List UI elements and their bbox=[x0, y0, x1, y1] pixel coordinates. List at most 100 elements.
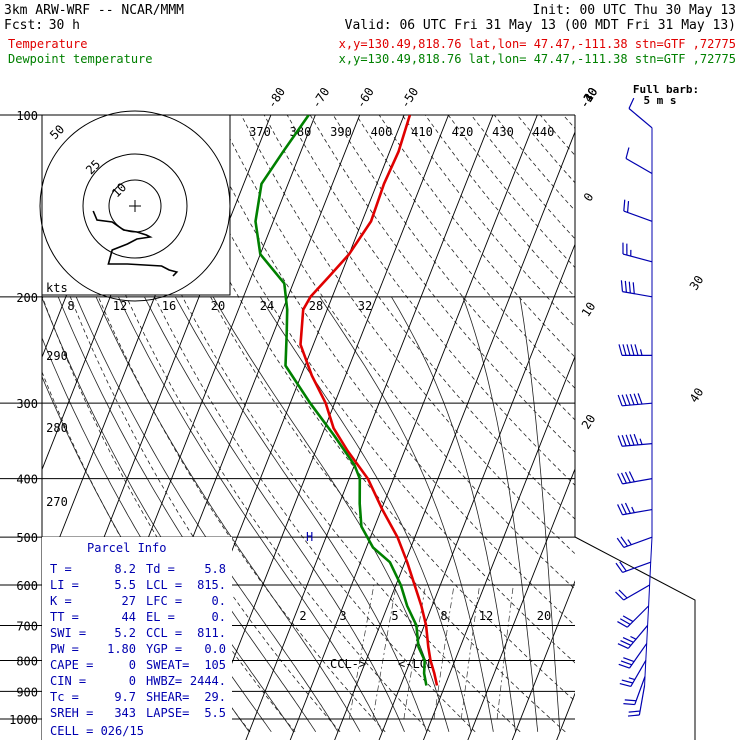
mixing-ratio-label: 12 bbox=[479, 609, 493, 623]
wind-barb-full bbox=[617, 394, 623, 407]
wind-barb-full bbox=[619, 561, 627, 572]
dry-adiabat bbox=[609, 115, 740, 732]
wind-barb-full bbox=[623, 657, 635, 663]
isotherm-label: -10 bbox=[577, 85, 601, 111]
parcel-field-value: 0.0 bbox=[204, 642, 226, 656]
isotherm bbox=[511, 580, 575, 740]
pressure-tick-label: 900 bbox=[16, 685, 38, 699]
wind-barb-full bbox=[624, 280, 627, 293]
parcel-field-value: 811. bbox=[197, 626, 226, 640]
hodograph-trace bbox=[92, 210, 179, 277]
wind-barb-staff bbox=[623, 210, 653, 222]
isotherm bbox=[467, 467, 575, 740]
height-marker: H bbox=[306, 530, 313, 544]
parcel-field-value: 2444. bbox=[190, 674, 226, 688]
theta-e-left-label: 290 bbox=[46, 349, 68, 363]
dewpoint-location: x,y=130.49,818.76 lat,lon= 47.47,-111.38… bbox=[339, 52, 736, 66]
hodograph-speed-label: 16 bbox=[162, 299, 176, 313]
theta-e-left-label: 270 bbox=[46, 495, 68, 509]
wind-barb-full bbox=[615, 562, 624, 573]
isotherm-label: -70 bbox=[309, 85, 333, 111]
wind-barb-full bbox=[626, 344, 631, 356]
isotherm bbox=[289, 115, 538, 740]
hodograph-speed-label: 24 bbox=[260, 299, 274, 313]
theta-e-label: 390 bbox=[330, 125, 352, 139]
isotherm bbox=[334, 130, 575, 740]
init-time: Init: 00 UTC Thu 30 May 13 bbox=[533, 3, 737, 18]
dry-adiabat bbox=[56, 115, 431, 733]
plot-right-notch bbox=[574, 536, 696, 740]
wind-barb-half bbox=[639, 438, 643, 445]
parcel-field-value: 29. bbox=[204, 690, 226, 704]
hodograph-units: kts bbox=[46, 281, 68, 295]
parcel-field-label: SREH = bbox=[50, 706, 93, 720]
pressure-tick-label: 600 bbox=[16, 579, 38, 593]
dry-adiabat bbox=[102, 115, 521, 733]
forecast-hours: 30 h bbox=[49, 18, 80, 33]
parcel-field-value: 8.2 bbox=[114, 562, 136, 576]
wind-barb-full bbox=[633, 433, 639, 446]
hodograph-speed-label: 20 bbox=[211, 299, 225, 313]
forecast-label: Fcst: bbox=[4, 18, 43, 33]
dry-adiabat bbox=[79, 115, 476, 733]
wind-barb-full bbox=[627, 714, 640, 717]
wind-barb-staff bbox=[623, 584, 650, 601]
dry-adiabat bbox=[42, 218, 341, 733]
parcel-field-label: Tc = bbox=[50, 690, 79, 704]
parcel-field-value: 105 bbox=[204, 658, 226, 672]
wind-barb-full bbox=[624, 471, 631, 483]
parcel-field-label: SHEAR= bbox=[146, 690, 189, 704]
parcel-field-label: PW = bbox=[50, 642, 79, 656]
wind-barb-staff bbox=[622, 253, 653, 263]
pressure-tick-label: 200 bbox=[16, 291, 38, 305]
wind-barb-full bbox=[620, 660, 632, 666]
hodograph-speed-label: 28 bbox=[309, 299, 323, 313]
wind-barb-staff bbox=[622, 478, 653, 485]
mixing-ratio-label: 2 bbox=[299, 609, 306, 623]
parcel-field-value: 5.2 bbox=[114, 626, 136, 640]
parcel-field-label: HWBZ= bbox=[146, 674, 182, 688]
hodograph-speed-label: 8 bbox=[67, 299, 74, 313]
moist-adiabat bbox=[391, 296, 516, 732]
wind-barb-staff bbox=[622, 291, 653, 298]
wind-barb-full bbox=[632, 282, 635, 294]
wind-barb-staff bbox=[622, 508, 653, 516]
mixing-ratio-label: 20 bbox=[537, 609, 551, 623]
wind-profile-axis bbox=[644, 127, 653, 686]
wind-barb-half bbox=[631, 506, 635, 513]
wind-barb-full bbox=[623, 703, 635, 706]
isotherm-label: 0 bbox=[581, 190, 597, 204]
wind-barb-full bbox=[619, 618, 631, 625]
hodograph-speed-label: 32 bbox=[358, 299, 372, 313]
parcel-field-value: 5.5 bbox=[204, 706, 226, 720]
mixing-ratio-label: 8 bbox=[440, 609, 447, 623]
wind-barb-full bbox=[617, 643, 629, 649]
wind-barb-full bbox=[621, 394, 627, 406]
isotherm bbox=[245, 115, 494, 740]
wind-barb-full bbox=[629, 434, 635, 446]
model-title: 3km ARW-WRF -- NCAR/MMM bbox=[4, 3, 184, 18]
wind-barb-half bbox=[627, 539, 632, 546]
wind-barb-full bbox=[618, 344, 623, 356]
isotherm-label: 10 bbox=[579, 300, 599, 320]
isotherm-label: 40 bbox=[687, 385, 707, 405]
wind-barb-full bbox=[628, 97, 635, 109]
pressure-tick-label: 800 bbox=[16, 654, 38, 668]
wind-barb-full bbox=[630, 344, 635, 356]
wind-barb-full bbox=[620, 536, 629, 547]
parcel-field-value: 9.7 bbox=[114, 690, 136, 704]
dry-adiabat bbox=[217, 115, 575, 590]
moist-adiabat bbox=[144, 296, 405, 732]
wind-barb-full bbox=[620, 280, 624, 292]
pressure-tick-label: 700 bbox=[16, 619, 38, 633]
dry-adiabat bbox=[332, 115, 575, 421]
isotherm bbox=[599, 115, 740, 740]
parcel-field-label: SWEAT= bbox=[146, 658, 189, 672]
wind-barb-full bbox=[620, 472, 627, 484]
pressure-tick-label: 100 bbox=[16, 109, 38, 123]
valid-time: Valid: 06 UTC Fri 31 May 13 (00 MDT Fri … bbox=[345, 18, 736, 33]
wind-barb-staff bbox=[627, 625, 649, 649]
dry-adiabat bbox=[470, 115, 575, 240]
isotherm-label: -60 bbox=[353, 85, 377, 111]
